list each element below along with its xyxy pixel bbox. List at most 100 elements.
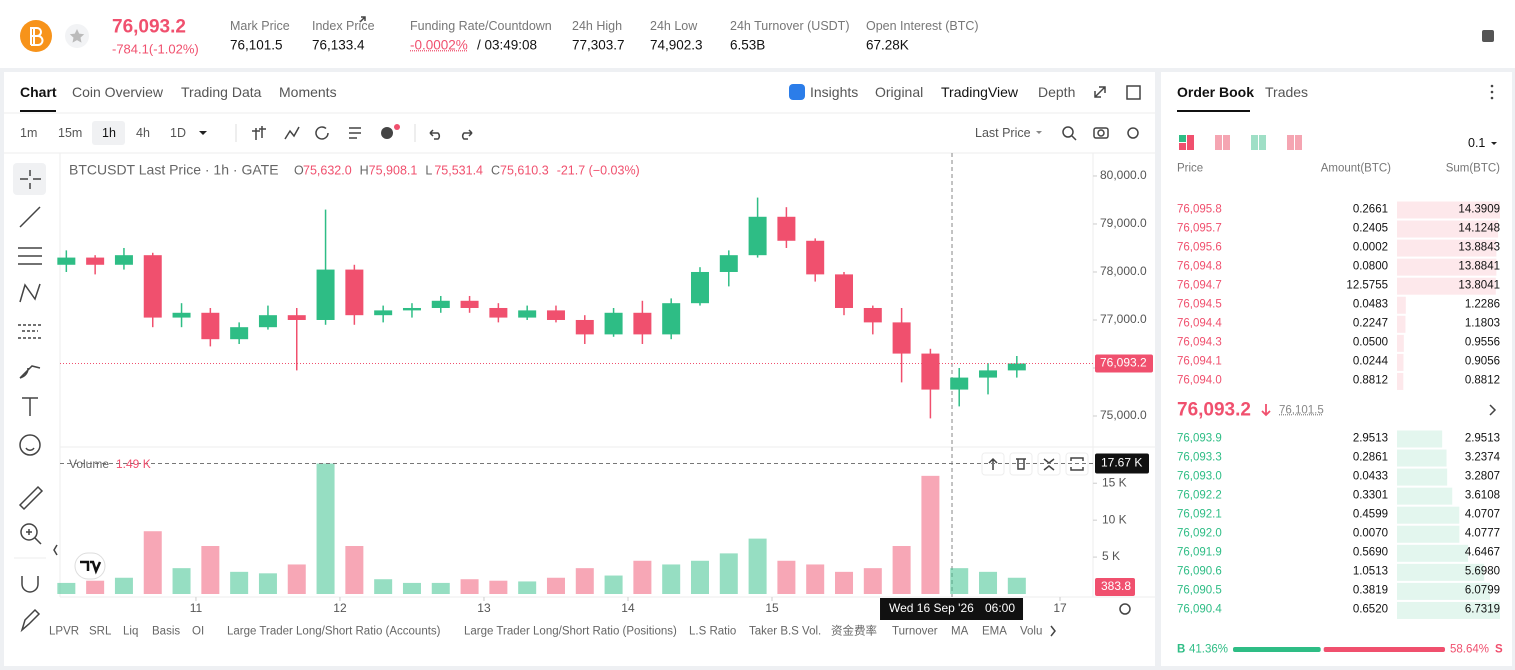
view-tab[interactable]: TradingView <box>941 84 1019 100</box>
volume-bar <box>143 531 162 594</box>
price-type[interactable]: Last Price <box>975 125 1031 140</box>
view-tab[interactable]: Depth <box>1038 84 1076 100</box>
volume-bar <box>57 582 76 594</box>
indicator-tab[interactable]: LPVR <box>49 625 80 638</box>
interval[interactable]: 4h <box>136 125 150 140</box>
chevron[interactable] <box>1489 404 1497 416</box>
indicator-tab[interactable]: Volu <box>1020 625 1043 638</box>
stat-label: Funding Rate/Countdown <box>410 18 552 33</box>
indicator-tab[interactable]: 资金费率 <box>831 625 877 638</box>
ob-price[interactable]: 76,094.4 <box>1177 317 1222 330</box>
crosshair-date: Wed 16 Sep '26 <box>889 601 974 615</box>
chart-tab[interactable]: Coin Overview <box>72 84 164 100</box>
stat-label: Mark Price <box>230 18 290 33</box>
scroll-right[interactable] <box>1050 625 1056 637</box>
indicator-tab[interactable]: EMA <box>982 625 1007 638</box>
expand-icon[interactable] <box>1094 86 1106 98</box>
ob-price[interactable]: 76,094.1 <box>1177 355 1222 368</box>
interval[interactable]: 1h <box>102 125 116 140</box>
ob-price[interactable]: 76,094.5 <box>1177 298 1222 311</box>
price-change: -784.1(-1.02%) <box>112 41 199 57</box>
ob-price[interactable]: 76,093.9 <box>1177 432 1222 445</box>
ob-price[interactable]: 76,092.2 <box>1177 489 1222 502</box>
ob-price[interactable]: 76,095.6 <box>1177 241 1222 254</box>
candle-body <box>316 269 335 320</box>
precision[interactable]: 0.1 <box>1468 135 1486 150</box>
view-tab[interactable]: Insights <box>810 84 859 100</box>
ob-tab[interactable]: Order Book <box>1177 84 1255 100</box>
ob-price[interactable]: 76,090.6 <box>1177 565 1222 578</box>
ob-price[interactable]: 76,095.8 <box>1177 203 1222 216</box>
depth-bar <box>1397 582 1491 600</box>
ob-amount: 0.5690 <box>1352 546 1388 559</box>
ob-price[interactable]: 76,091.9 <box>1177 546 1222 559</box>
chart-tab[interactable]: Moments <box>279 84 337 100</box>
stat-value: 76,133.4 <box>312 37 365 53</box>
ob-amount: 0.3819 <box>1352 584 1388 597</box>
volume-bar <box>402 582 421 594</box>
candle-body <box>777 216 796 241</box>
interval[interactable]: 1m <box>20 125 38 140</box>
settings-icon[interactable] <box>1119 603 1131 615</box>
ohlc-value: 75,531.4 <box>434 163 483 177</box>
indicator-tab[interactable]: L.S Ratio <box>689 625 737 638</box>
candle-body <box>201 312 220 340</box>
down-arrow <box>1261 404 1271 417</box>
candle-body <box>979 370 998 378</box>
ob-modes[interactable] <box>1179 135 1302 150</box>
ob-price[interactable]: 76,090.4 <box>1177 603 1222 616</box>
ob-tab[interactable]: Trades <box>1265 84 1309 100</box>
view-tab[interactable]: Original <box>875 84 924 100</box>
volume-bar <box>806 564 825 594</box>
ob-price[interactable]: 76,094.0 <box>1177 374 1222 387</box>
candle-body <box>230 327 249 340</box>
ob-amount: 1.0513 <box>1352 565 1388 578</box>
volume-bar <box>748 538 767 594</box>
window-icon[interactable] <box>1126 85 1141 100</box>
ob-price[interactable]: 76,093.3 <box>1177 451 1222 464</box>
indicator-tab[interactable]: Taker B.S Vol. <box>749 625 822 638</box>
volume-bar <box>979 571 998 594</box>
ob-header: Price <box>1177 162 1204 175</box>
chart-tools[interactable] <box>235 124 1139 142</box>
ob-price[interactable]: 76,094.7 <box>1177 279 1222 292</box>
menu-icon[interactable] <box>1482 30 1494 42</box>
volume-bar <box>575 568 594 594</box>
ob-price[interactable]: 76,092.1 <box>1177 508 1222 521</box>
chart-tab[interactable]: Chart <box>20 84 57 100</box>
ob-amount: 0.0800 <box>1352 260 1388 273</box>
stat-value: 77,303.7 <box>572 37 625 53</box>
ob-sum: 3.2807 <box>1464 470 1500 483</box>
ob-price[interactable]: 76,095.7 <box>1177 222 1222 235</box>
drawing-toolbar[interactable] <box>13 163 58 633</box>
indicator-tab[interactable]: Liq <box>123 625 139 638</box>
depth-bar <box>1397 487 1453 505</box>
indicator-tab[interactable]: Basis <box>152 625 181 638</box>
candle-body <box>172 312 191 318</box>
ob-price[interactable]: 76,094.3 <box>1177 336 1222 349</box>
interval[interactable]: 15m <box>58 125 83 140</box>
depth-bar <box>1397 563 1485 581</box>
volume-bar <box>201 546 220 594</box>
ob-price[interactable]: 76,093.0 <box>1177 470 1222 483</box>
ohlc-value: 75,908.1 <box>369 163 418 177</box>
x-tick-label: 15 <box>765 601 779 615</box>
candle-body <box>143 255 162 318</box>
indicator-tab[interactable]: Large Trader Long/Short Ratio (Positions… <box>464 625 677 638</box>
indicator-tab[interactable]: Turnover <box>892 625 938 638</box>
ob-price[interactable]: 76,092.0 <box>1177 527 1222 540</box>
ob-price[interactable]: 76,090.5 <box>1177 584 1222 597</box>
indicator-tab[interactable]: MA <box>951 625 969 638</box>
indicator-tab[interactable]: Large Trader Long/Short Ratio (Accounts) <box>227 625 441 638</box>
chart-tab[interactable]: Trading Data <box>181 84 262 100</box>
volume-bar <box>950 568 969 594</box>
indicator-tab[interactable]: SRL <box>89 625 112 638</box>
ob-sum: 3.6108 <box>1464 489 1500 502</box>
volume-bar <box>633 560 652 594</box>
ob-price[interactable]: 76,094.8 <box>1177 260 1222 273</box>
candle-body <box>662 303 681 335</box>
indicator-tab[interactable]: OI <box>192 625 205 638</box>
interval[interactable]: 1D <box>170 125 186 140</box>
candle-body <box>950 377 969 390</box>
y-tick-label: 80,000.0 <box>1100 168 1147 182</box>
